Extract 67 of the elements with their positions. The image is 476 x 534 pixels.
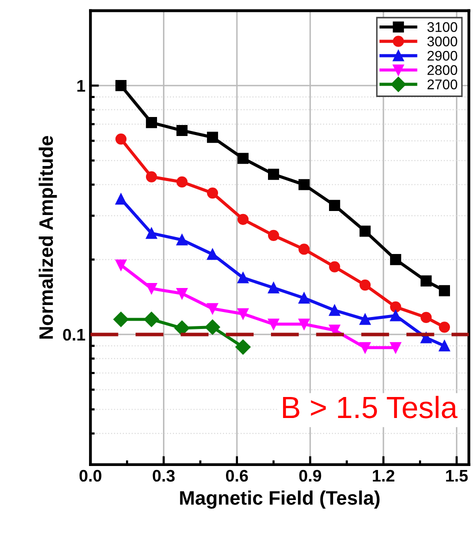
y-axis-title: Normalized Amplitude xyxy=(38,136,57,339)
point xyxy=(438,340,450,352)
point xyxy=(329,304,340,316)
x-tick-label: 0.0 xyxy=(80,470,102,482)
point xyxy=(206,132,218,143)
legend-label: 2800 xyxy=(428,65,458,75)
point xyxy=(115,80,127,92)
point xyxy=(390,254,402,266)
point xyxy=(115,133,127,145)
point xyxy=(237,308,249,320)
x-tick-label: 1.5 xyxy=(446,470,468,482)
point xyxy=(237,272,249,284)
point xyxy=(360,279,371,291)
point xyxy=(268,318,280,330)
point xyxy=(146,171,158,182)
point xyxy=(146,117,158,128)
point xyxy=(360,342,371,354)
x-tick-label: 0.6 xyxy=(226,470,248,482)
point xyxy=(390,342,402,354)
annotation: B > 1.5 Tesla xyxy=(283,396,458,418)
point xyxy=(176,288,188,300)
point xyxy=(206,248,218,260)
point xyxy=(206,303,218,314)
point xyxy=(360,226,371,237)
point xyxy=(204,320,220,335)
point xyxy=(329,261,340,272)
x-axis-title: Magnetic Field (Tesla) xyxy=(180,490,380,509)
point xyxy=(360,314,371,325)
point xyxy=(237,152,249,164)
x-tick-label: 0.9 xyxy=(299,470,322,482)
point xyxy=(420,275,432,287)
y-tick-label: 0.1 xyxy=(63,328,86,341)
point xyxy=(390,301,402,312)
point xyxy=(176,124,188,136)
point xyxy=(268,282,280,294)
point xyxy=(298,244,310,255)
point xyxy=(113,312,129,327)
point xyxy=(298,292,310,304)
point xyxy=(144,312,160,327)
point xyxy=(176,234,188,246)
point xyxy=(268,168,280,180)
legend-label: 3000 xyxy=(427,36,458,46)
point xyxy=(438,322,450,333)
point xyxy=(235,339,251,355)
legend-label: 2700 xyxy=(428,80,458,90)
point xyxy=(298,318,310,330)
x-tick-label: 0.3 xyxy=(152,470,175,482)
point xyxy=(146,282,158,294)
y-tick-label: 1 xyxy=(77,80,86,92)
point xyxy=(174,320,190,336)
point xyxy=(237,214,249,225)
point xyxy=(420,332,432,344)
point xyxy=(329,200,340,211)
point xyxy=(298,179,310,190)
point xyxy=(206,187,218,199)
point xyxy=(420,312,432,324)
legend-label: 3100 xyxy=(427,22,458,32)
legend-label: 2900 xyxy=(428,50,458,61)
point xyxy=(115,260,127,271)
point xyxy=(115,194,127,205)
point xyxy=(438,285,450,296)
point xyxy=(268,230,280,241)
point xyxy=(146,228,158,239)
x-tick-label: 1.2 xyxy=(372,470,394,482)
point xyxy=(329,324,340,336)
point xyxy=(176,176,188,188)
point xyxy=(390,310,402,322)
